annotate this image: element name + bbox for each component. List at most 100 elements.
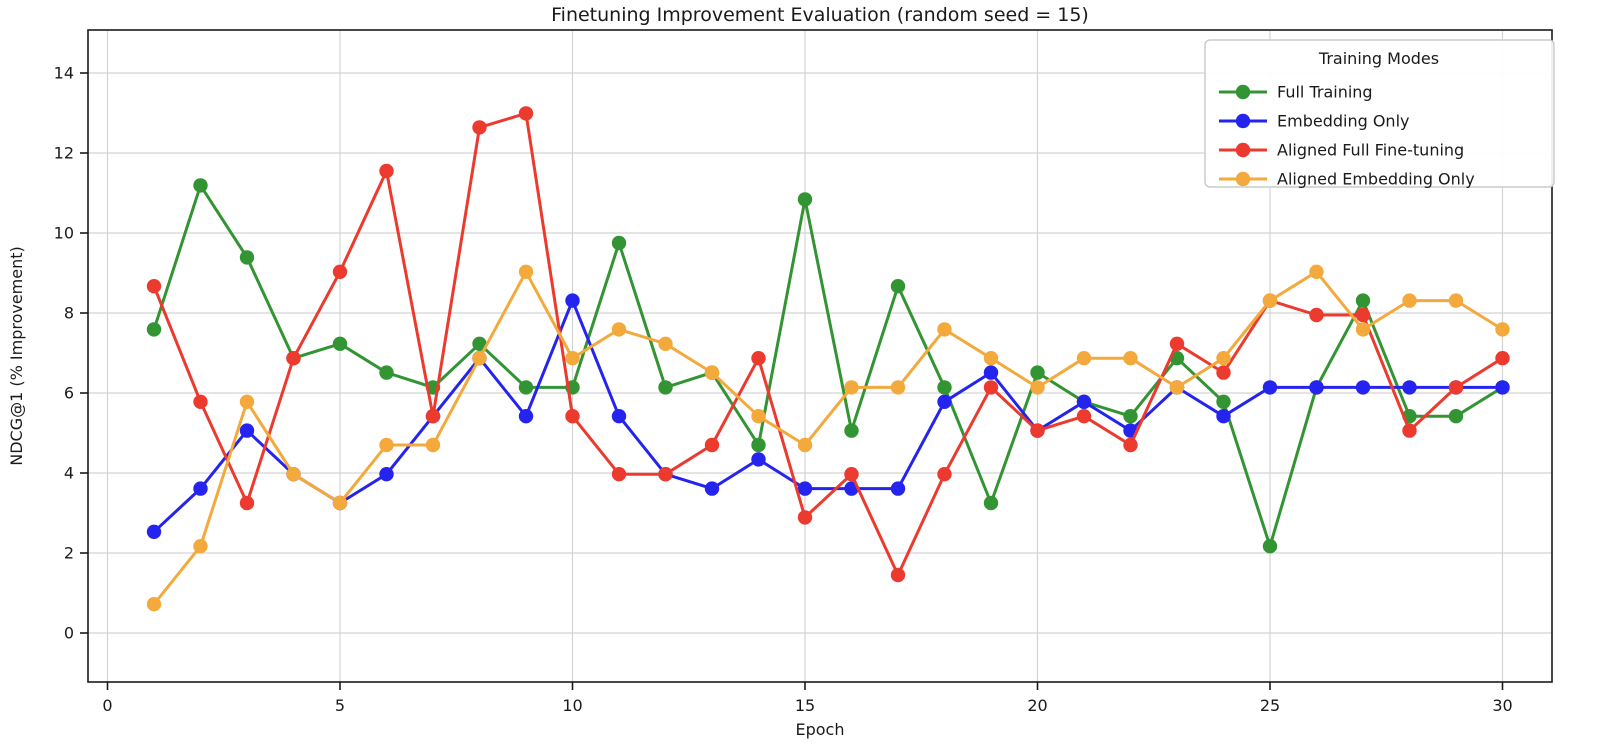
data-point: [1216, 365, 1231, 380]
data-point: [518, 380, 534, 395]
data-point: [518, 409, 534, 424]
data-point: [193, 539, 208, 554]
data-point: [1030, 423, 1045, 438]
data-point: [193, 178, 208, 193]
y-axis-label: NDCG@1 (% Improvement): [7, 246, 26, 466]
data-point: [797, 437, 813, 453]
data-point: [611, 322, 627, 337]
data-point: [1309, 380, 1324, 395]
chart-title: Finetuning Improvement Evaluation (rando…: [551, 4, 1089, 26]
plot-frame: [87, 29, 1553, 683]
x-tick-label: 5: [335, 696, 345, 715]
data-point: [1355, 380, 1371, 395]
legend: Training Modes Full Training Embedding On…: [1204, 39, 1555, 189]
data-point: [146, 279, 162, 294]
series-line: [152, 111, 1504, 577]
data-point: [379, 437, 394, 453]
data-point: [751, 351, 766, 366]
data-point: [1262, 539, 1278, 554]
data-point: [146, 597, 162, 612]
y-tick-label: 8: [64, 304, 74, 323]
data-point: [1495, 322, 1510, 337]
data-point: [1262, 293, 1278, 308]
legend-item-aligned-full-fine-tuning: Aligned Full Fine-tuning: [1219, 141, 1464, 160]
data-point: [518, 264, 534, 279]
x-tick-label: 25: [1260, 696, 1280, 715]
data-point: [983, 380, 999, 395]
series-aligned-full-fine-tuning: [146, 106, 1510, 583]
legend-marker-dot: [1235, 142, 1251, 158]
data-point: [1309, 307, 1324, 323]
x-tick-label: 10: [562, 696, 582, 715]
data-point: [658, 336, 673, 351]
legend-item-full-training: Full Training: [1219, 83, 1373, 102]
data-point: [1402, 423, 1417, 438]
data-point: [379, 365, 394, 380]
legend-item-aligned-embedding-only: Aligned Embedding Only: [1219, 170, 1475, 189]
data-point: [193, 394, 208, 409]
data-point: [332, 264, 348, 279]
data-point: [146, 322, 162, 337]
legend-item-embedding-only: Embedding Only: [1219, 112, 1409, 131]
data-point: [239, 495, 255, 511]
data-point: [239, 394, 255, 409]
y-tick-label: 0: [64, 624, 74, 643]
y-tick-label: 6: [64, 384, 74, 403]
data-point: [890, 279, 906, 294]
data-point: [937, 394, 952, 409]
data-point: [1169, 380, 1185, 395]
data-point: [472, 351, 487, 366]
legend-item-label: Aligned Embedding Only: [1277, 170, 1475, 189]
data-point: [425, 409, 441, 424]
data-point: [611, 235, 627, 251]
legend-marker-dot: [1235, 171, 1251, 187]
data-point: [239, 423, 255, 438]
data-point: [611, 467, 627, 482]
data-point: [937, 467, 952, 482]
legend-item-label: Aligned Full Fine-tuning: [1277, 141, 1464, 160]
y-tick-label: 4: [64, 464, 74, 483]
data-point: [332, 495, 348, 511]
series-line: [152, 299, 1504, 534]
data-point: [1495, 351, 1510, 366]
data-point: [565, 409, 580, 424]
data-point: [937, 322, 952, 337]
data-point: [1169, 336, 1185, 351]
data-point: [239, 250, 255, 265]
y-tick-label: 10: [54, 224, 74, 243]
data-point: [1355, 322, 1371, 337]
data-point: [937, 380, 952, 395]
data-point: [1216, 394, 1231, 409]
data-point: [472, 336, 487, 351]
data-point: [704, 365, 720, 380]
data-point: [1123, 351, 1138, 366]
data-point: [704, 481, 720, 496]
data-point: [565, 351, 580, 366]
data-point: [379, 467, 394, 482]
data-point: [1216, 409, 1231, 424]
data-point: [658, 467, 673, 482]
data-point: [797, 481, 813, 496]
data-point: [472, 120, 487, 135]
data-point: [193, 481, 208, 496]
x-tick-label: 15: [795, 696, 815, 715]
legend-marker-dot: [1235, 84, 1251, 100]
series-aligned-embedding-only: [146, 264, 1510, 612]
data-point: [1448, 293, 1464, 308]
data-point: [1076, 351, 1092, 366]
legend-items: Full Training Embedding Only Aligned Full …: [1219, 83, 1475, 189]
data-point: [1448, 380, 1464, 395]
data-point: [1355, 293, 1371, 308]
grid-lines: [88, 30, 1552, 682]
data-point: [425, 437, 441, 453]
data-point: [1402, 293, 1417, 308]
data-point: [565, 293, 580, 308]
legend-item-label: Embedding Only: [1277, 112, 1409, 131]
data-point: [983, 351, 999, 366]
data-point: [611, 409, 627, 424]
data-point: [286, 351, 301, 366]
data-point: [1076, 394, 1092, 409]
data-point: [1495, 380, 1510, 395]
series-line: [152, 183, 1504, 548]
